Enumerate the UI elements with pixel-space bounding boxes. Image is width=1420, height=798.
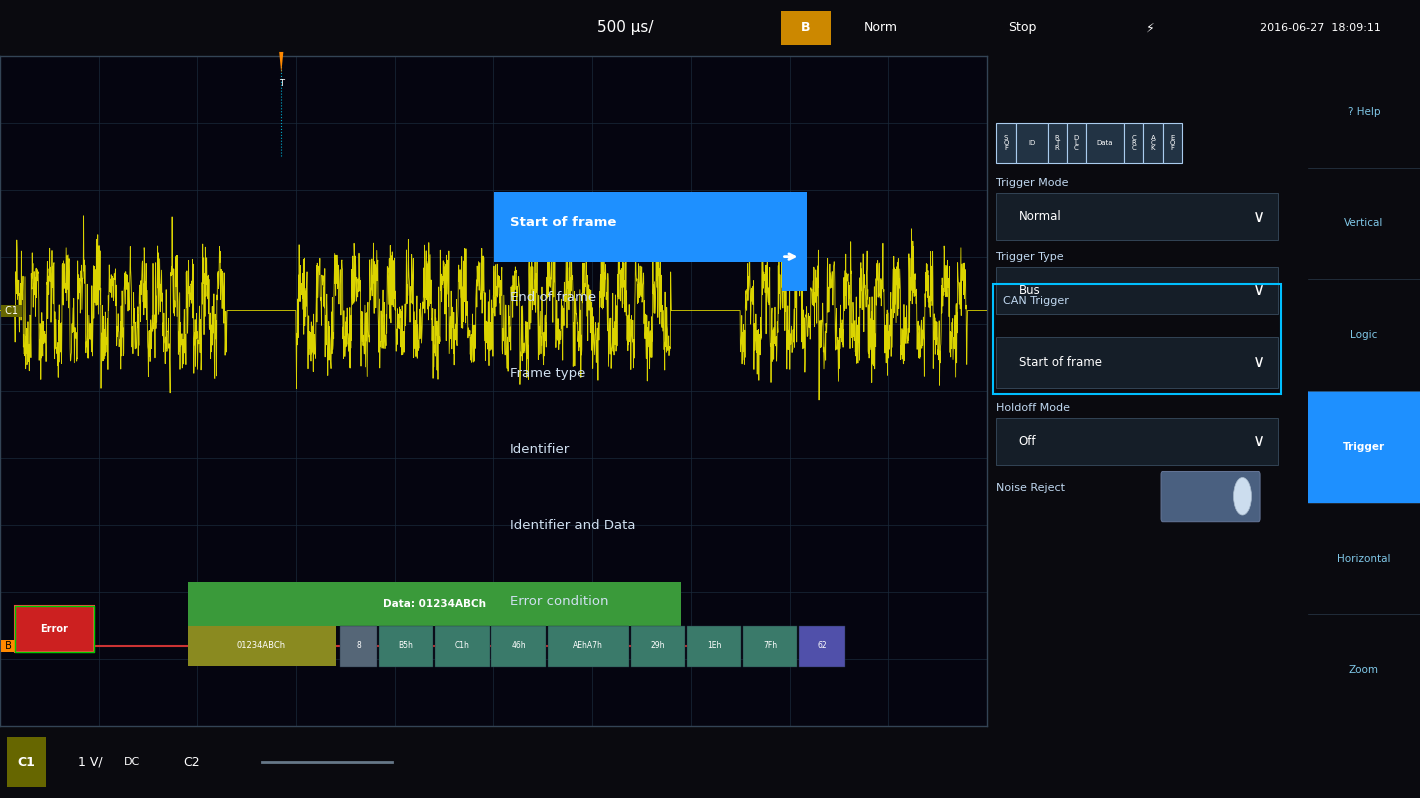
Text: Data: Data bbox=[1096, 140, 1113, 146]
Text: B: B bbox=[801, 22, 811, 34]
Text: Norm: Norm bbox=[863, 22, 897, 34]
Text: Trigger Mode: Trigger Mode bbox=[997, 178, 1069, 188]
Text: C2: C2 bbox=[183, 756, 200, 768]
Text: Holdoff Mode: Holdoff Mode bbox=[997, 403, 1071, 413]
Text: ⚡: ⚡ bbox=[1146, 22, 1154, 34]
FancyBboxPatch shape bbox=[548, 626, 629, 667]
Text: C1h: C1h bbox=[454, 642, 470, 650]
FancyBboxPatch shape bbox=[630, 626, 684, 667]
Text: A
C
K: A C K bbox=[1150, 135, 1156, 151]
FancyBboxPatch shape bbox=[997, 267, 1278, 314]
FancyBboxPatch shape bbox=[997, 338, 1278, 388]
Text: Start of frame: Start of frame bbox=[1020, 356, 1102, 369]
Text: R
T
R: R T R bbox=[1055, 135, 1059, 151]
Text: E
O
F: E O F bbox=[1170, 135, 1174, 151]
Text: 01234ABCh: 01234ABCh bbox=[237, 642, 285, 650]
Text: 8: 8 bbox=[356, 642, 361, 650]
FancyBboxPatch shape bbox=[781, 11, 831, 45]
Text: 1 V/: 1 V/ bbox=[78, 756, 104, 768]
Text: Identifier: Identifier bbox=[510, 443, 569, 456]
Text: 46h: 46h bbox=[511, 642, 525, 650]
Text: B5h: B5h bbox=[399, 642, 413, 650]
Text: ? Help: ? Help bbox=[1348, 107, 1380, 117]
Text: Noise Reject: Noise Reject bbox=[997, 484, 1065, 493]
FancyBboxPatch shape bbox=[491, 626, 545, 667]
FancyBboxPatch shape bbox=[187, 582, 682, 626]
Text: B: B bbox=[1, 641, 16, 650]
FancyBboxPatch shape bbox=[781, 222, 828, 291]
Text: ∨: ∨ bbox=[1252, 354, 1265, 371]
FancyBboxPatch shape bbox=[1086, 123, 1125, 163]
Text: Stop: Stop bbox=[1008, 22, 1037, 34]
Circle shape bbox=[1234, 477, 1251, 515]
FancyBboxPatch shape bbox=[1163, 123, 1181, 163]
Text: T: T bbox=[278, 79, 284, 88]
FancyBboxPatch shape bbox=[7, 737, 45, 787]
Text: Trigger: Trigger bbox=[1343, 442, 1384, 452]
Text: End of frame: End of frame bbox=[510, 291, 596, 304]
Text: ∨: ∨ bbox=[1252, 433, 1265, 450]
Text: 500 µs/: 500 µs/ bbox=[596, 21, 653, 35]
Text: 7Fh: 7Fh bbox=[763, 642, 777, 650]
FancyBboxPatch shape bbox=[743, 626, 798, 667]
FancyBboxPatch shape bbox=[1162, 472, 1260, 522]
Text: Trigger Type: Trigger Type bbox=[997, 252, 1064, 262]
Text: Vertical: Vertical bbox=[1345, 219, 1383, 228]
FancyBboxPatch shape bbox=[1143, 123, 1163, 163]
Text: ∨: ∨ bbox=[1252, 207, 1265, 226]
FancyBboxPatch shape bbox=[379, 626, 433, 667]
FancyBboxPatch shape bbox=[435, 626, 490, 667]
FancyBboxPatch shape bbox=[1048, 123, 1066, 163]
Text: ∨: ∨ bbox=[1252, 282, 1265, 299]
Text: Start of frame: Start of frame bbox=[510, 215, 616, 228]
Text: D
L
C: D L C bbox=[1074, 135, 1079, 151]
FancyBboxPatch shape bbox=[1066, 123, 1086, 163]
Text: 29h: 29h bbox=[650, 642, 665, 650]
FancyBboxPatch shape bbox=[997, 123, 1015, 163]
FancyBboxPatch shape bbox=[1308, 391, 1420, 503]
FancyBboxPatch shape bbox=[187, 626, 335, 666]
Text: S
O
F: S O F bbox=[1004, 135, 1008, 151]
Text: ID: ID bbox=[1028, 140, 1035, 146]
Text: C1: C1 bbox=[1, 306, 21, 315]
Text: Error condition: Error condition bbox=[510, 595, 608, 608]
FancyBboxPatch shape bbox=[997, 418, 1278, 464]
Text: 62: 62 bbox=[818, 642, 826, 650]
Text: Horizontal: Horizontal bbox=[1338, 554, 1390, 563]
FancyBboxPatch shape bbox=[799, 626, 845, 667]
FancyBboxPatch shape bbox=[14, 606, 94, 653]
FancyBboxPatch shape bbox=[1125, 123, 1143, 163]
Text: C1: C1 bbox=[17, 756, 36, 768]
Text: Data: 01234ABCh: Data: 01234ABCh bbox=[383, 599, 486, 609]
Text: AEhA7h: AEhA7h bbox=[574, 642, 604, 650]
FancyBboxPatch shape bbox=[687, 626, 741, 667]
Text: 2016-06-27  18:09:11: 2016-06-27 18:09:11 bbox=[1260, 23, 1382, 33]
Text: Frame type: Frame type bbox=[510, 367, 585, 380]
FancyBboxPatch shape bbox=[341, 626, 376, 667]
Text: Normal: Normal bbox=[1020, 210, 1062, 223]
Text: Zoom: Zoom bbox=[1349, 666, 1379, 675]
FancyBboxPatch shape bbox=[997, 193, 1278, 240]
Text: DC: DC bbox=[124, 757, 141, 767]
FancyBboxPatch shape bbox=[494, 192, 807, 262]
Text: Logic: Logic bbox=[1350, 330, 1377, 340]
Text: C
R
C: C R C bbox=[1132, 135, 1136, 151]
Text: Bus: Bus bbox=[1020, 284, 1041, 297]
Text: Error: Error bbox=[40, 624, 68, 634]
FancyBboxPatch shape bbox=[1015, 123, 1048, 163]
Text: Identifier and Data: Identifier and Data bbox=[510, 519, 635, 532]
Text: 1Eh: 1Eh bbox=[707, 642, 721, 650]
Text: CAN Trigger: CAN Trigger bbox=[1003, 295, 1069, 306]
Text: Off: Off bbox=[1020, 435, 1037, 448]
